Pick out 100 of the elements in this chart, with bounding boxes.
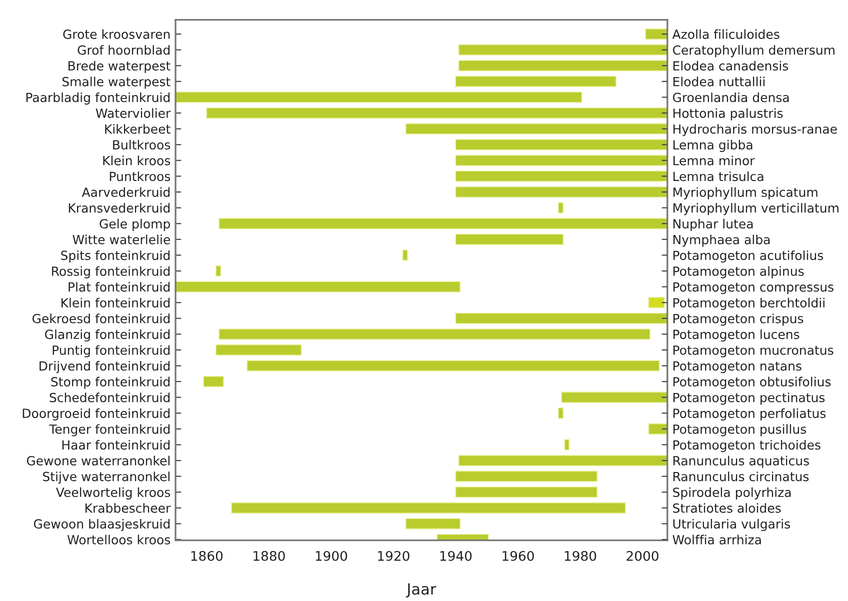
y2-tick-label: Elodea canadensis — [673, 60, 788, 71]
bar — [218, 218, 668, 230]
y-tick-label: Gele plomp — [100, 218, 170, 231]
y-tick-label: Grof hoornblad — [78, 45, 170, 55]
y2-tick-label: Utricularia vulgaris — [673, 518, 790, 532]
y2-tick-label: Ranunculus aquaticus — [673, 456, 809, 468]
y2-tick-label: Lemna trisulca — [673, 171, 764, 182]
bar — [455, 312, 668, 324]
y-tick-label: Bultkroos — [113, 140, 170, 150]
y2-tick-label: Potamogeton compressus — [673, 282, 834, 294]
bar — [564, 439, 570, 450]
bar — [246, 360, 660, 372]
bar — [455, 154, 668, 166]
y-tick-label: Puntig fonteinkruid — [52, 345, 170, 358]
y2-tick-label: Lemna minor — [673, 156, 755, 166]
bar — [455, 76, 616, 87]
y-tick-label: Tenger fonteinkruid — [49, 424, 170, 436]
y2-tick-label: Potamogeton obtusifolius — [673, 376, 831, 389]
x-tick-label: 1920 — [378, 550, 410, 561]
y2-tick-label: Potamogeton perfoliatus — [673, 408, 826, 420]
y-tick-label: Drijvend fonteinkruid — [40, 361, 170, 374]
bar — [455, 234, 564, 245]
y2-tick-label: Elodea nuttallii — [673, 76, 765, 86]
y2-tick-label: Groenlandia densa — [672, 92, 789, 102]
bar — [405, 123, 668, 134]
bar — [206, 107, 668, 119]
y-tick-label: Waterviolier — [96, 108, 171, 118]
bar — [558, 408, 564, 419]
y-tick-label: Witte waterlelie — [72, 234, 170, 244]
y2-tick-label: Hydrocharis morsus-ranae — [673, 124, 837, 136]
y-tick-label: Kransvederkruid — [68, 203, 170, 213]
y-tick-label: Kikkerbeet — [105, 124, 170, 134]
y-tick-label: Glanzig fonteinkruid — [45, 329, 170, 342]
bar — [458, 44, 668, 56]
x-tick-label: 1900 — [316, 550, 348, 561]
bar — [216, 265, 222, 277]
bar — [458, 60, 668, 72]
y-tick-label: Stomp fonteinkruid — [51, 376, 170, 389]
y2-tick-label: Potamogeton pectinatus — [673, 392, 825, 405]
y-tick-label: Krabbescheer — [86, 503, 171, 513]
y2-tick-label: Wolffia arrhiza — [672, 534, 761, 544]
y2-tick-label: Azolla filiculoides — [672, 29, 780, 39]
bar — [455, 486, 598, 498]
y-tick-label: Wortelloos kroos — [67, 534, 170, 544]
x-tick-label: 1940 — [440, 550, 472, 561]
y2-tick-label: Lemna gibba — [673, 140, 752, 152]
x-tick-label: 1860 — [191, 550, 223, 561]
y-tick-label: Aarvederkruid — [82, 187, 170, 197]
y-tick-label: Paarbladig fonteinkruid — [26, 92, 170, 105]
y-tick-label: Haar fonteinkruid — [62, 440, 170, 450]
y2-tick-label: Myriophyllum spicatum — [673, 187, 818, 200]
y2-tick-label: Nymphaea alba — [673, 234, 770, 247]
bar — [645, 28, 668, 40]
y-tick-label: Rossig fonteinkruid — [52, 266, 170, 278]
y2-tick-label: Potamogeton acutifolius — [673, 250, 824, 263]
bar — [648, 423, 668, 434]
bar — [231, 502, 626, 514]
y-tick-label: Puntkroos — [110, 171, 170, 182]
bar — [648, 297, 665, 308]
x-tick-label: 1980 — [564, 550, 596, 561]
y2-tick-label: Spirodela polyrhiza — [673, 487, 791, 500]
y-tick-label: Grote kroosvaren — [63, 29, 170, 39]
y-tick-label: Doorgroeid fonteinkruid — [22, 408, 170, 420]
y2-tick-label: Potamogeton natans — [673, 361, 802, 374]
bar — [561, 392, 668, 403]
bar — [455, 470, 598, 482]
y2-tick-label: Stratiotes aloides — [673, 503, 781, 513]
bar — [558, 202, 564, 214]
y-tick-label: Gewone waterranonkel — [26, 456, 170, 466]
y-tick-label: Klein kroos — [103, 156, 170, 166]
bar — [203, 376, 224, 388]
bar — [455, 139, 668, 150]
bar — [455, 170, 668, 182]
y-tick-label: Klein fonteinkruid — [62, 298, 170, 308]
y-tick-label: Gewoon blaasjeskruid — [34, 518, 170, 532]
y-tick-label: Gekroesd fonteinkruid — [32, 314, 170, 324]
x-axis-title: Jaar — [406, 583, 436, 598]
y2-tick-label: Potamogeton lucens — [673, 329, 800, 342]
y2-tick-label: Potamogeton trichoides — [673, 440, 820, 452]
y2-tick-label: Potamogeton mucronatus — [673, 346, 834, 358]
y2-tick-label: Myriophyllum verticillatum — [673, 203, 838, 216]
bar — [176, 92, 582, 103]
y2-tick-label: Ranunculus circinatus — [673, 472, 809, 482]
y-tick-label: Schedefonteinkruid — [50, 392, 170, 402]
y-tick-label: Brede waterpest — [68, 60, 170, 73]
bar — [402, 250, 408, 261]
y2-tick-label: Potamogeton crispus — [673, 314, 804, 326]
bar — [455, 186, 668, 198]
y-tick-label: Spits fonteinkruid — [61, 250, 170, 263]
bar — [176, 281, 460, 292]
y-tick-label: Plat fonteinkruid — [68, 282, 170, 292]
bar — [458, 454, 668, 466]
y2-tick-label: Ceratophyllum demersum — [672, 45, 834, 58]
y-tick-label: Smalle waterpest — [62, 76, 170, 89]
x-tick-label: 1960 — [502, 550, 534, 561]
y-tick-label: Stijve waterranonkel — [43, 472, 170, 484]
y2-tick-label: Hottonia palustris — [673, 108, 783, 120]
bar — [218, 328, 650, 340]
x-tick-label: 2000 — [626, 550, 658, 561]
y2-tick-label: Potamogeton berchtoldii — [673, 298, 824, 310]
